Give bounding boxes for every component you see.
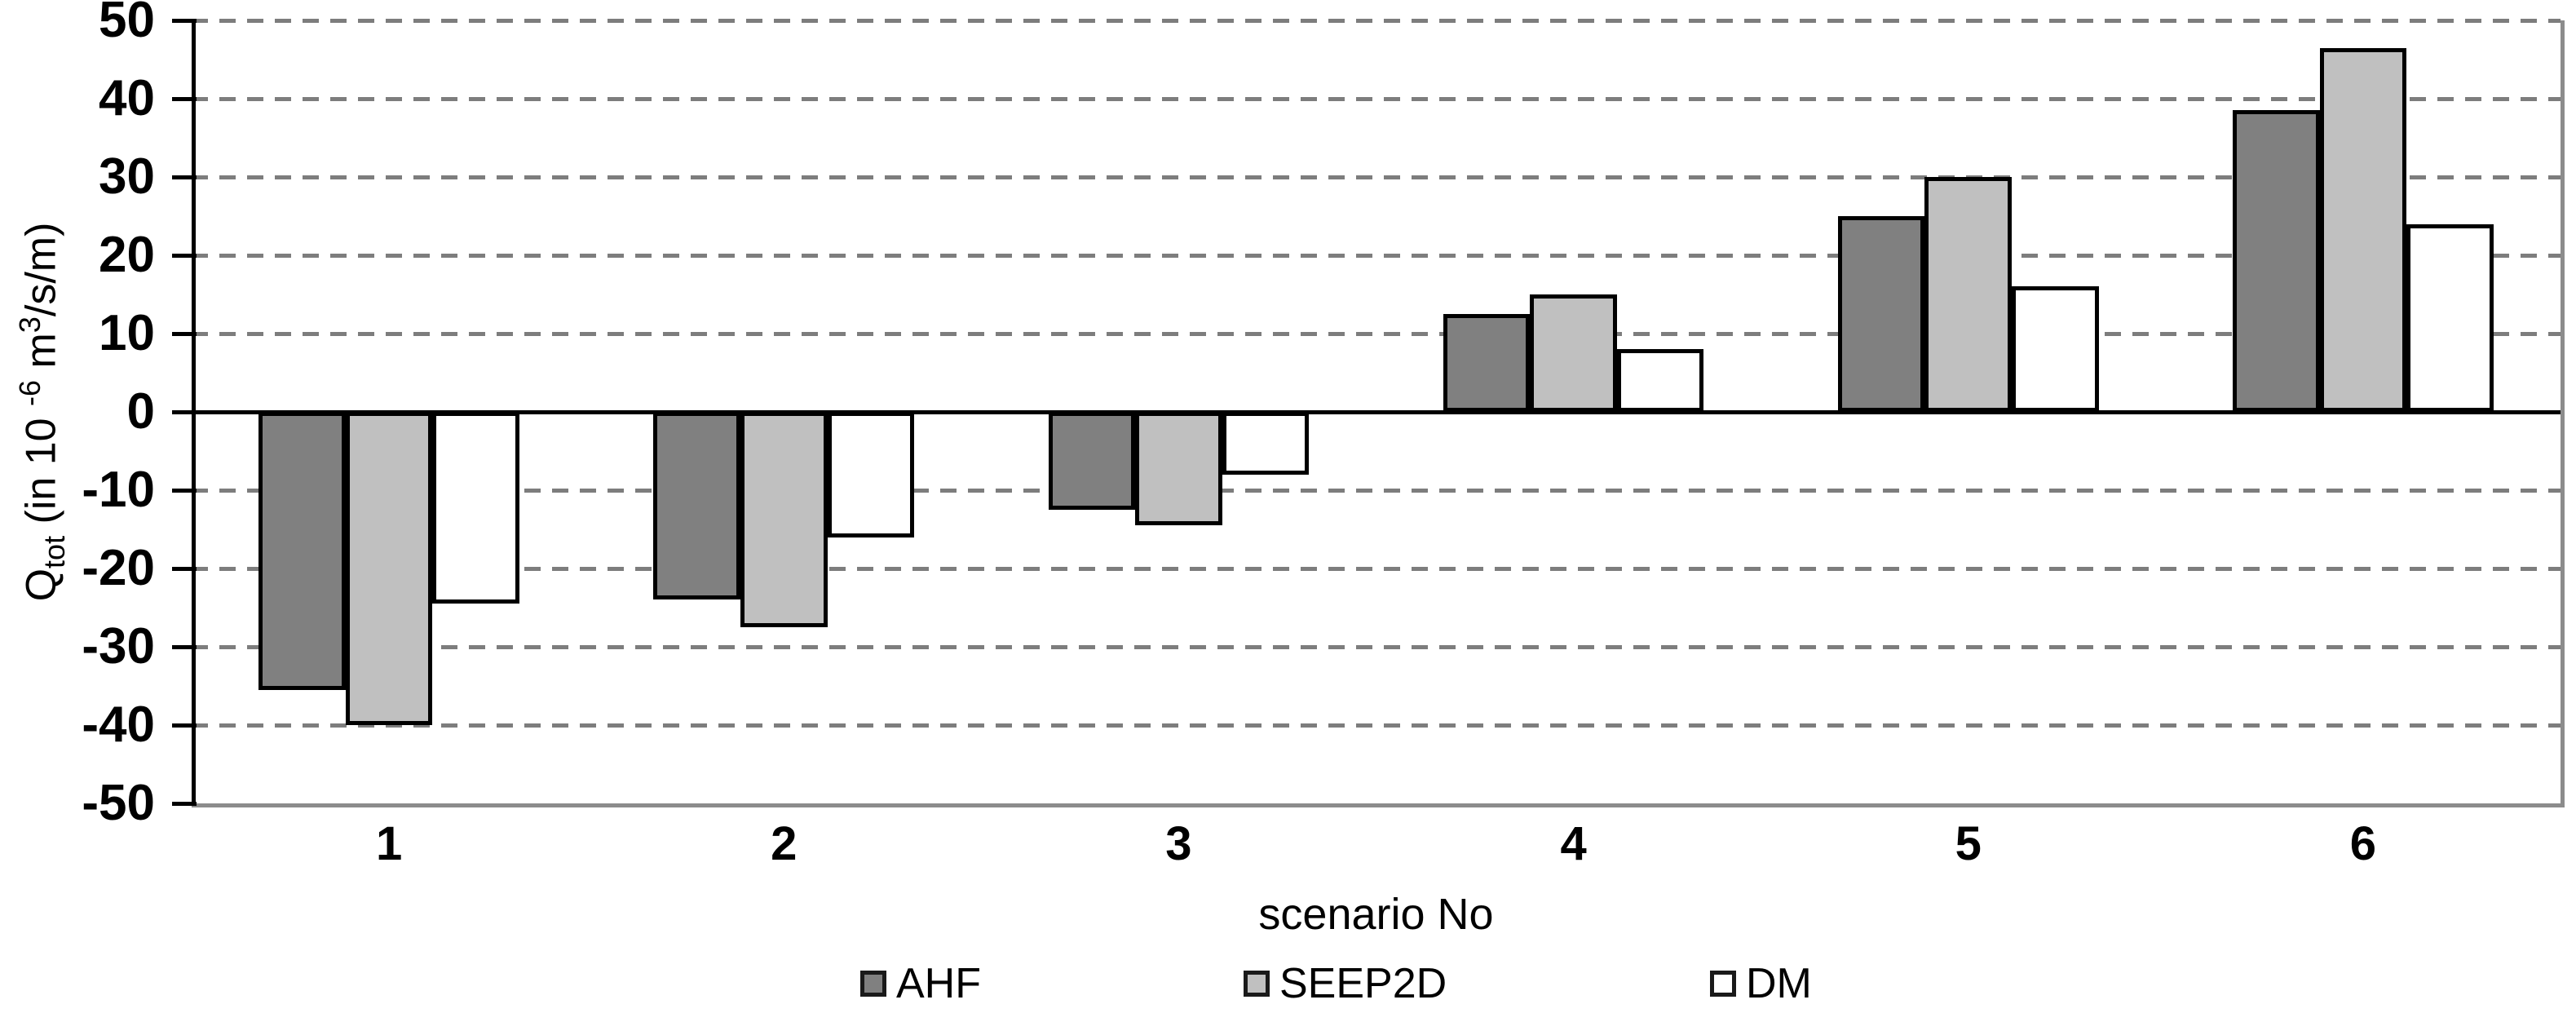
- gridline-30: [192, 175, 2561, 179]
- y-tick-label-0: 0: [126, 383, 155, 440]
- y-tick-label-10: 10: [99, 305, 155, 361]
- legend-label-seep2d: SEEP2D: [1279, 960, 1447, 1007]
- legend-item-ahf: AHF: [860, 962, 981, 1005]
- plot-area: [172, 19, 2565, 807]
- legend-swatch-dm: [1710, 971, 1736, 997]
- y-axis-tick-20: [172, 254, 197, 258]
- bar-ahf-scenario-1: [258, 412, 346, 690]
- bar-dm-scenario-4: [1616, 349, 1704, 412]
- y-axis-tick--30: [172, 645, 197, 649]
- y-axis-tick-30: [172, 175, 197, 179]
- zero-line: [192, 410, 2561, 414]
- gridline--20: [192, 567, 2561, 571]
- gridline--30: [192, 645, 2561, 649]
- gridline-50: [192, 19, 2561, 23]
- gridline-20: [192, 254, 2561, 258]
- bar-seep2d-scenario-1: [345, 412, 433, 725]
- y-axis-tick-40: [172, 97, 197, 101]
- legend-item-dm: DM: [1710, 962, 1812, 1005]
- x-tick-label-3: 3: [1165, 817, 1192, 870]
- bar-dm-scenario-3: [1222, 412, 1310, 475]
- x-tick-label-6: 6: [2349, 817, 2377, 870]
- bar-seep2d-scenario-5: [1924, 177, 2012, 412]
- bar-dm-scenario-6: [2406, 223, 2494, 412]
- y-tick-label-30: 30: [99, 148, 155, 205]
- legend-label-ahf: AHF: [896, 960, 981, 1007]
- x-tick-label-4: 4: [1560, 817, 1587, 870]
- x-tick-label-2: 2: [771, 817, 798, 870]
- bar-seep2d-scenario-4: [1530, 294, 1617, 412]
- legend-swatch-seep2d: [1244, 971, 1270, 997]
- y-tick-label--20: -20: [82, 540, 155, 596]
- x-tick-label-1: 1: [375, 817, 403, 870]
- y-axis-tick--50: [172, 802, 197, 806]
- bar-dm-scenario-2: [827, 412, 915, 537]
- legend-label-dm: DM: [1746, 960, 1812, 1007]
- bar-ahf-scenario-5: [1837, 216, 1925, 412]
- y-axis-tick-50: [172, 19, 197, 23]
- legend-swatch-ahf: [860, 971, 886, 997]
- gridline-40: [192, 97, 2561, 101]
- bar-ahf-scenario-3: [1048, 412, 1136, 510]
- y-tick-label-40: 40: [99, 70, 155, 126]
- gridline--40: [192, 723, 2561, 728]
- y-axis-tick-0: [172, 410, 197, 414]
- bar-ahf-scenario-2: [653, 412, 740, 600]
- y-tick-label--50: -50: [82, 775, 155, 831]
- y-axis-tick--20: [172, 567, 197, 571]
- y-axis-tick--40: [172, 723, 197, 728]
- gridline--10: [192, 489, 2561, 493]
- y-tick-label-50: 50: [99, 0, 155, 48]
- bar-ahf-scenario-4: [1443, 314, 1531, 412]
- gridline-10: [192, 332, 2561, 336]
- x-tick-label-5: 5: [1955, 817, 1982, 870]
- legend: AHF SEEP2D DM: [0, 962, 2576, 1011]
- y-axis-tick--10: [172, 489, 197, 493]
- bar-ahf-scenario-6: [2233, 110, 2320, 412]
- y-tick-label--40: -40: [82, 697, 155, 753]
- bar-dm-scenario-1: [432, 412, 519, 604]
- bar-dm-scenario-5: [2012, 286, 2099, 412]
- y-axis-tick-10: [172, 332, 197, 336]
- legend-item-seep2d: SEEP2D: [1244, 962, 1447, 1005]
- y-tick-label--30: -30: [82, 618, 155, 675]
- bar-seep2d-scenario-2: [740, 412, 828, 627]
- x-axis-title: scenario No: [1258, 890, 1494, 939]
- bar-seep2d-scenario-6: [2319, 47, 2407, 412]
- y-tick-label-20: 20: [99, 227, 155, 283]
- bar-seep2d-scenario-3: [1135, 412, 1222, 526]
- y-tick-label--10: -10: [82, 462, 155, 518]
